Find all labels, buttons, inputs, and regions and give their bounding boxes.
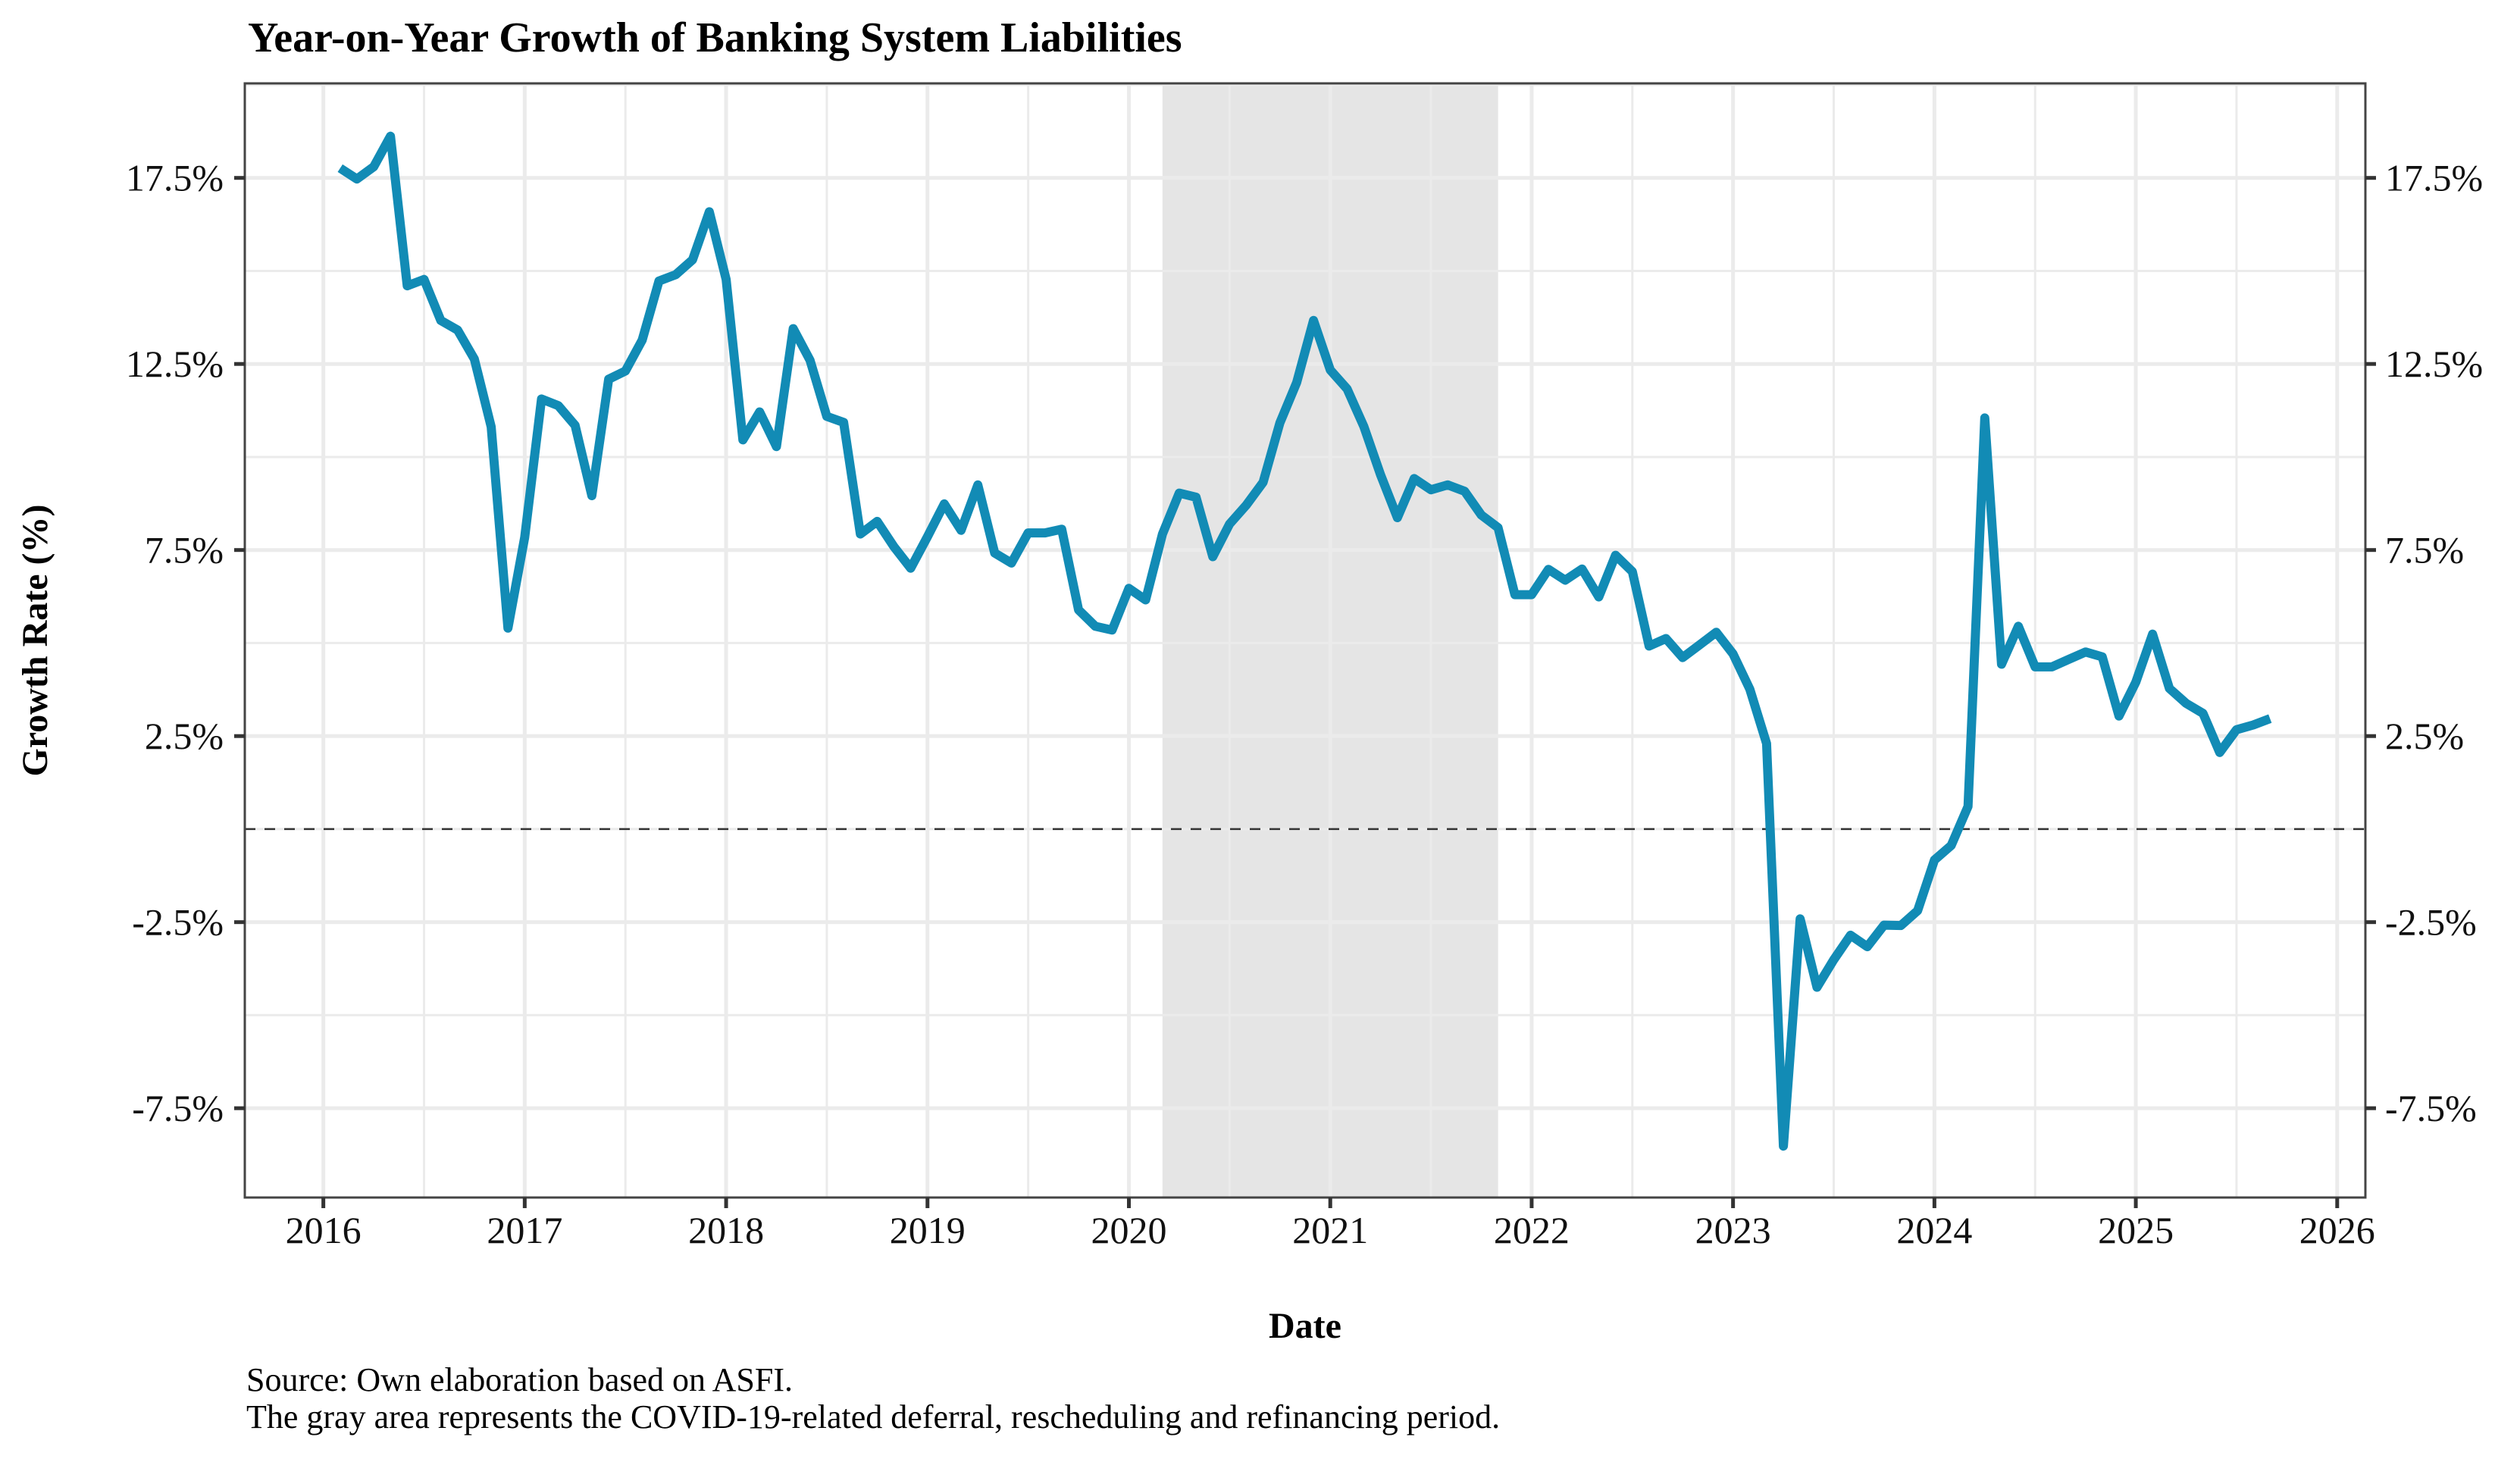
y-tick-label-right: 12.5% xyxy=(2385,343,2483,385)
x-axis: 2016 2017 2018 2019 2020 2021 2022 2023 2024 2025… xyxy=(286,1198,2375,1251)
caption-note: The gray area represents the COVID-19-re… xyxy=(246,1398,1500,1436)
y-tick-label-left: 7.5% xyxy=(145,529,224,571)
panel-border xyxy=(243,82,2367,1199)
x-tick-label: 2016 xyxy=(286,1209,362,1251)
y-tick-label-left: 12.5% xyxy=(126,343,224,385)
x-tick-label: 2026 xyxy=(2299,1209,2375,1251)
y-tick-label-left: -7.5% xyxy=(132,1087,224,1129)
y-tick-label-right: -2.5% xyxy=(2385,901,2477,944)
series-line xyxy=(337,131,2272,1151)
y-tick-label-right: -7.5% xyxy=(2385,1087,2477,1129)
y-tick-label-right: 17.5% xyxy=(2385,157,2483,199)
chart-title: Year-on-Year Growth of Banking System Li… xyxy=(248,14,1182,61)
y-tick-label-left: 2.5% xyxy=(145,715,224,757)
y-tick-label-right: 7.5% xyxy=(2385,529,2464,571)
x-tick-label: 2024 xyxy=(1896,1209,1972,1251)
x-tick-label: 2021 xyxy=(1292,1209,1368,1251)
y-tick-label-left: 17.5% xyxy=(126,157,224,199)
x-tick-label: 2017 xyxy=(487,1209,562,1251)
y-axis-right: 17.5% 12.5% 7.5% 2.5% -2.5% -7.5% xyxy=(2365,157,2483,1129)
y-tick-label-right: 2.5% xyxy=(2385,715,2464,757)
y-axis-left: 17.5% 12.5% 7.5% 2.5% -2.5% -7.5% xyxy=(126,157,245,1129)
plot-panel xyxy=(243,82,2367,1199)
x-axis-title: Date xyxy=(1269,1306,1341,1346)
x-tick-label: 2022 xyxy=(1494,1209,1570,1251)
gridlines xyxy=(245,83,2365,1198)
series-layer xyxy=(337,131,2272,1151)
y-tick-label-left: -2.5% xyxy=(132,901,224,944)
y-axis-title: Growth Rate (%) xyxy=(15,504,55,776)
x-tick-label: 2025 xyxy=(2098,1209,2174,1251)
caption-source: Source: Own elaboration based on ASFI. xyxy=(246,1361,793,1398)
x-tick-label: 2018 xyxy=(688,1209,764,1251)
x-tick-label: 2019 xyxy=(890,1209,966,1251)
x-tick-label: 2020 xyxy=(1091,1209,1166,1251)
x-tick-label: 2023 xyxy=(1695,1209,1771,1251)
